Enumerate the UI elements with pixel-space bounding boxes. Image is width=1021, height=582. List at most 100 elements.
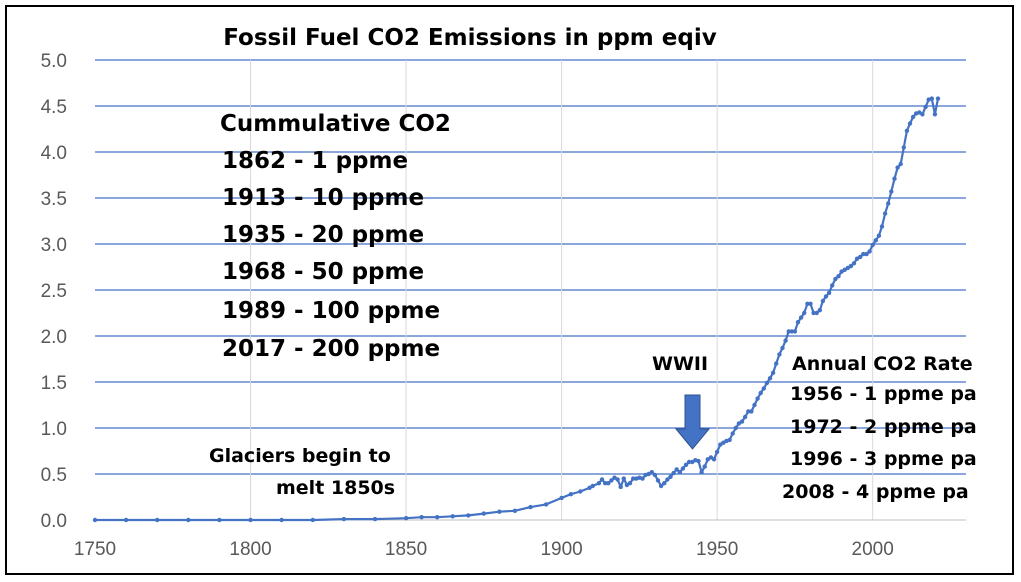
data-point xyxy=(466,513,471,518)
data-point xyxy=(590,483,595,489)
data-point xyxy=(826,290,832,295)
y-tick-label: 0.5 xyxy=(41,465,67,486)
data-point xyxy=(867,249,872,254)
gridlines xyxy=(95,59,966,520)
annual-title: Annual CO2 Rate xyxy=(792,353,973,375)
data-point xyxy=(543,502,549,507)
data-point xyxy=(655,478,661,483)
cumulative-line-2: 1913 - 10 ppme xyxy=(222,185,424,211)
data-point xyxy=(792,329,798,334)
data-point xyxy=(752,402,757,408)
data-point xyxy=(901,145,906,150)
data-point xyxy=(677,470,682,475)
y-tick-label: 2.5 xyxy=(41,281,67,302)
data-point xyxy=(805,301,810,306)
data-point xyxy=(836,274,841,279)
chart-title: Fossil Fuel CO2 Emissions in ppm eqiv xyxy=(223,25,716,51)
data-point xyxy=(789,329,794,334)
data-point xyxy=(910,114,916,120)
data-point xyxy=(833,276,838,282)
chart-frame xyxy=(5,5,1014,575)
data-point xyxy=(640,476,645,481)
data-point xyxy=(123,517,129,523)
data-point xyxy=(683,462,689,467)
data-point xyxy=(742,414,748,420)
data-point xyxy=(186,517,191,523)
data-point xyxy=(864,251,869,257)
y-tick-label: 2.0 xyxy=(41,327,67,348)
cumulative-line-6: 2017 - 200 ppme xyxy=(222,336,440,362)
data-point xyxy=(761,386,766,391)
data-point xyxy=(774,361,779,366)
data-point xyxy=(923,104,928,110)
data-point xyxy=(631,476,636,481)
data-point xyxy=(823,294,829,299)
data-point xyxy=(882,211,888,216)
data-point xyxy=(217,517,222,523)
data-point xyxy=(848,263,854,269)
data-point xyxy=(798,315,804,320)
data-point xyxy=(649,470,654,475)
data-point xyxy=(889,189,894,194)
data-point xyxy=(808,301,813,306)
data-point xyxy=(749,409,754,414)
data-point xyxy=(419,515,424,520)
data-point xyxy=(599,477,605,482)
data-point xyxy=(497,509,502,514)
cumulative-line-5: 1989 - 100 ppme xyxy=(222,298,440,324)
x-tick-label: 2000 xyxy=(852,539,894,560)
data-point xyxy=(714,449,720,455)
cumulative-line-1: 1862 - 1 ppme xyxy=(222,148,408,174)
data-point xyxy=(820,298,826,304)
cumulative-line-3: 1935 - 20 ppme xyxy=(222,222,424,248)
data-point xyxy=(92,517,98,523)
data-point xyxy=(668,474,673,479)
data-point xyxy=(627,481,633,486)
data-point xyxy=(770,370,776,375)
y-tick-label: 4.5 xyxy=(41,97,67,118)
data-point xyxy=(665,477,670,482)
y-tick-label: 3.0 xyxy=(41,235,67,256)
annual-line-3: 1996 - 3 ppme pa xyxy=(790,448,977,470)
data-point xyxy=(403,516,409,521)
data-point xyxy=(618,484,623,490)
data-point xyxy=(674,467,679,472)
y-axis-ticks: 0.0 0.5 1.0 1.5 2.0 2.5 3.0 3.5 4.0 4.5 5.0 xyxy=(41,51,67,532)
annual-line-2: 1972 - 2 ppme pa xyxy=(790,416,977,438)
data-point xyxy=(606,481,611,486)
data-point xyxy=(528,504,533,510)
data-point xyxy=(755,396,760,401)
data-point xyxy=(851,261,857,266)
data-point xyxy=(658,483,664,489)
data-point xyxy=(895,165,900,170)
data-point xyxy=(671,470,676,476)
y-tick-label: 1.0 xyxy=(41,419,67,440)
wwii-arrow xyxy=(674,394,711,450)
data-point xyxy=(898,161,903,167)
x-tick-label: 1850 xyxy=(385,539,427,560)
data-point xyxy=(814,310,819,316)
data-point xyxy=(746,409,751,414)
data-point xyxy=(730,431,735,436)
data-point xyxy=(662,481,667,486)
cumulative-line-4: 1968 - 50 ppme xyxy=(222,259,424,285)
data-point xyxy=(817,308,822,313)
data-point xyxy=(904,128,910,133)
data-point xyxy=(702,464,707,469)
x-tick-label: 1750 xyxy=(74,539,116,560)
data-point xyxy=(920,112,925,117)
data-point xyxy=(830,283,835,288)
data-point xyxy=(870,242,875,248)
data-point xyxy=(739,419,745,424)
data-point xyxy=(764,380,770,386)
cumulative-title: Cummulative CO2 xyxy=(220,111,451,137)
y-tick-label: 5.0 xyxy=(41,51,67,72)
data-point xyxy=(802,310,807,316)
data-point xyxy=(767,376,773,381)
data-point xyxy=(155,517,160,523)
data-point xyxy=(873,238,878,243)
data-point xyxy=(935,96,941,101)
data-point xyxy=(609,478,614,483)
y-tick-label: 4.0 xyxy=(41,143,67,164)
data-point xyxy=(512,508,518,513)
